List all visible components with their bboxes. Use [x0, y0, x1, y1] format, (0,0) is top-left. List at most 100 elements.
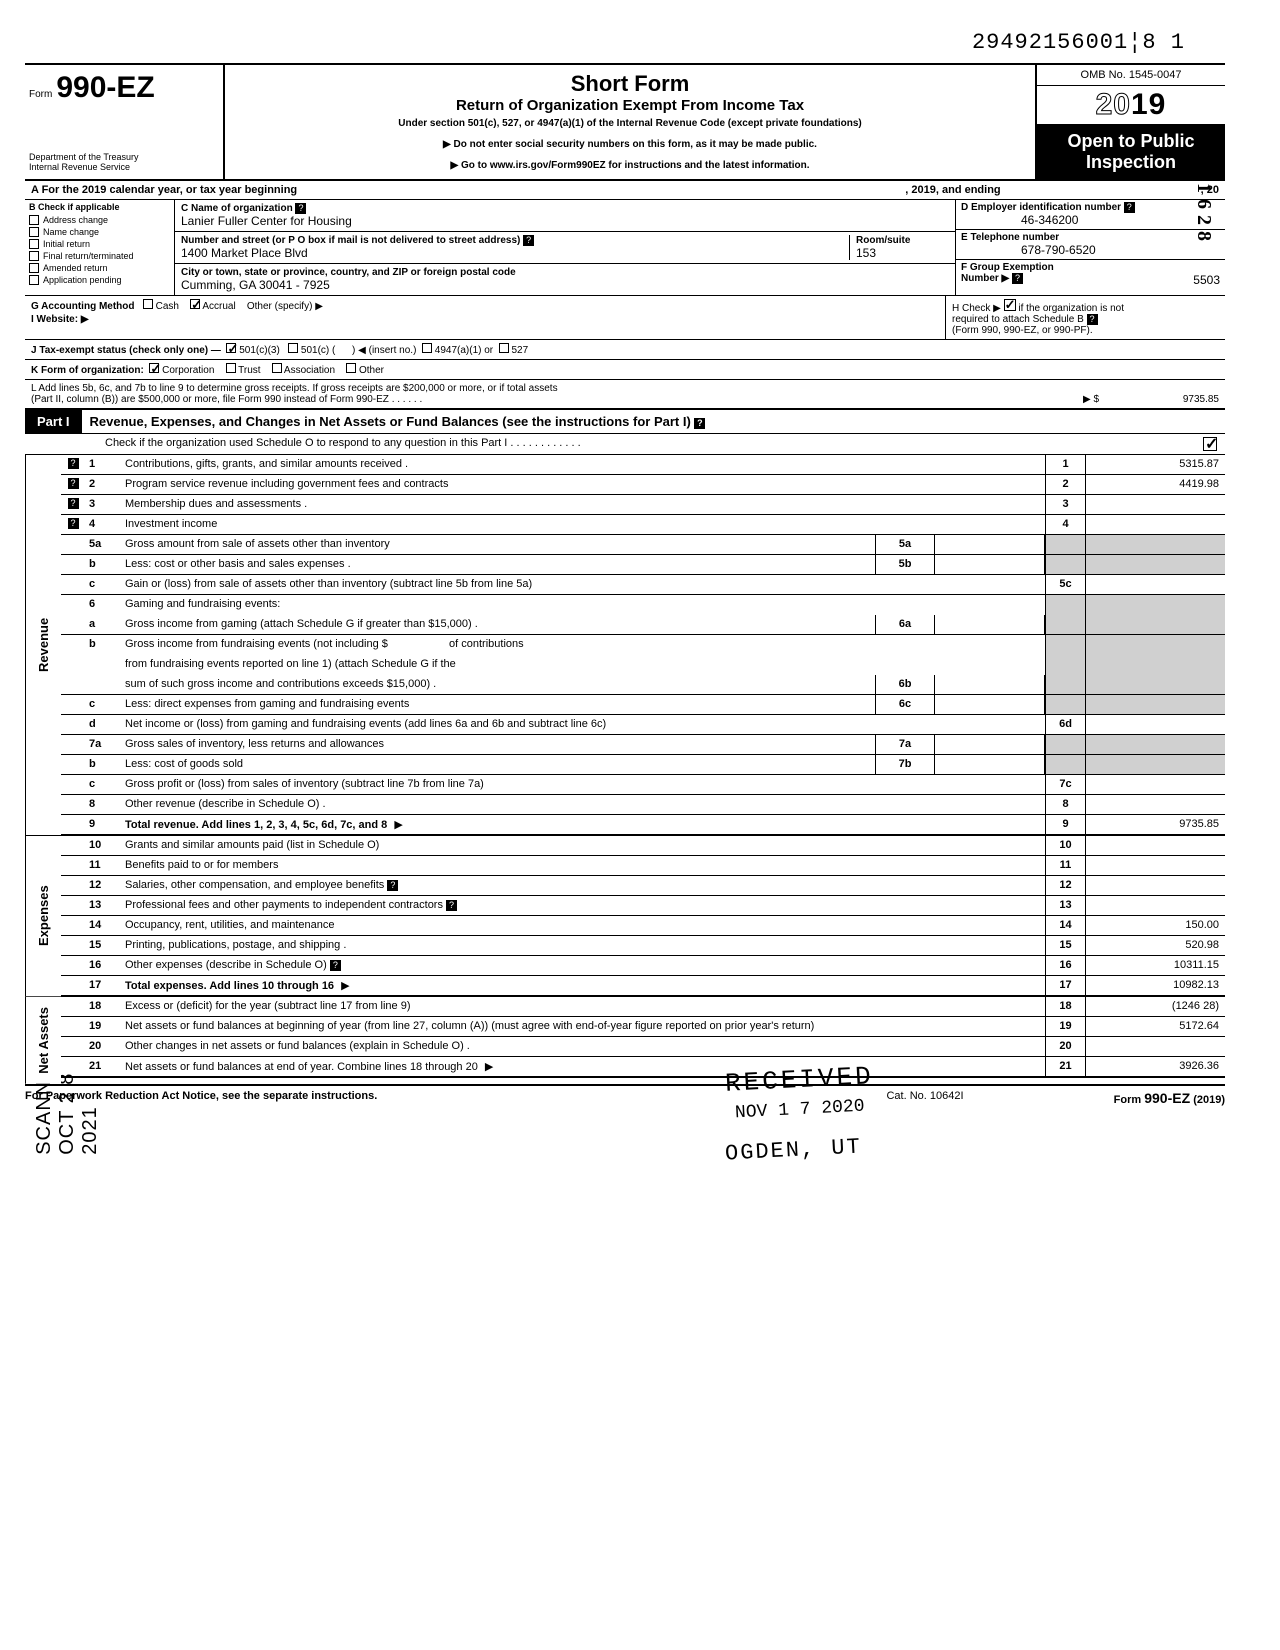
chk-initial-return[interactable]: Initial return	[25, 238, 174, 250]
f-label2: Number ▶	[961, 273, 1009, 284]
line-7a: 7aGross sales of inventory, less returns…	[61, 735, 1225, 755]
help-icon[interactable]: ?	[446, 900, 457, 911]
l-line1: L Add lines 5b, 6c, and 7b to line 9 to …	[31, 383, 1083, 394]
line-11: 11Benefits paid to or for members11	[61, 856, 1225, 876]
help-icon[interactable]: ?	[1012, 273, 1023, 284]
help-icon[interactable]: ?	[1087, 314, 1098, 325]
line-9-amount: 9735.85	[1085, 815, 1225, 834]
room-value: 153	[856, 246, 876, 260]
org-name: Lanier Fuller Center for Housing	[181, 214, 352, 228]
line-21: 21Net assets or fund balances at end of …	[61, 1057, 1225, 1078]
expenses-side-label: Expenses	[25, 836, 61, 996]
d-ein-row: D Employer identification number ? 46-34…	[956, 200, 1225, 230]
c-city-row: City or town, state or province, country…	[175, 264, 955, 295]
form-number: 990-EZ	[56, 71, 154, 105]
chk-cash[interactable]	[143, 299, 153, 309]
line-6b-2: from fundraising events reported on line…	[61, 655, 1225, 675]
e-label: E Telephone number	[961, 232, 1059, 243]
line-12: 12Salaries, other compensation, and empl…	[61, 876, 1225, 896]
f-group-row: F Group Exemption Number ▶ ? 5503	[956, 260, 1225, 286]
line-20: 20Other changes in net assets or fund ba…	[61, 1037, 1225, 1057]
part-1-tab: Part I	[25, 410, 82, 433]
help-icon[interactable]: ?	[68, 458, 79, 469]
line-11-amount	[1085, 856, 1225, 875]
omb-number: OMB No. 1545-0047	[1037, 65, 1225, 86]
line-8-amount	[1085, 795, 1225, 814]
c-street-row: Number and street (or P O box if mail is…	[175, 232, 955, 264]
chk-schedule-b[interactable]	[1004, 299, 1016, 311]
line-8: 8Other revenue (describe in Schedule O) …	[61, 795, 1225, 815]
help-icon[interactable]: ?	[68, 518, 79, 529]
line-6: 6Gaming and fundraising events:	[61, 595, 1225, 615]
line-18-amount: (1246 28)	[1085, 997, 1225, 1016]
row-a-mid: , 2019, and ending	[905, 184, 1000, 196]
help-icon[interactable]: ?	[68, 498, 79, 509]
line-2: ?2Program service revenue including gove…	[61, 475, 1225, 495]
row-k-form-org: K Form of organization: Corporation Trus…	[25, 360, 1225, 380]
chk-4947[interactable]	[422, 343, 432, 353]
line-15: 15Printing, publications, postage, and s…	[61, 936, 1225, 956]
chk-name-change[interactable]: Name change	[25, 226, 174, 238]
line-13-amount	[1085, 896, 1225, 915]
chk-application-pending[interactable]: Application pending	[25, 274, 174, 286]
footer: For Paperwork Reduction Act Notice, see …	[25, 1086, 1225, 1110]
help-icon[interactable]: ?	[68, 478, 79, 489]
chk-501c[interactable]	[288, 343, 298, 353]
header-nosocial: ▶ Do not enter social security numbers o…	[235, 139, 1025, 150]
line-17-amount: 10982.13	[1085, 976, 1225, 995]
header-subtitle: Return of Organization Exempt From Incom…	[235, 97, 1025, 114]
line-6b-3: sum of such gross income and contributio…	[61, 675, 1225, 695]
chk-amended-return[interactable]: Amended return	[25, 262, 174, 274]
line-5c-amount	[1085, 575, 1225, 594]
line-15-amount: 520.98	[1085, 936, 1225, 955]
chk-schedule-o[interactable]	[1203, 437, 1217, 451]
dept-line2: Internal Revenue Service	[29, 163, 219, 173]
e-phone-row: E Telephone number 678-790-6520	[956, 230, 1225, 260]
line-3: ?3Membership dues and assessments .3	[61, 495, 1225, 515]
chk-other-org[interactable]	[346, 363, 356, 373]
help-icon[interactable]: ?	[295, 203, 306, 214]
line-19: 19Net assets or fund balances at beginni…	[61, 1017, 1225, 1037]
help-icon[interactable]: ?	[330, 960, 341, 971]
treasury-dept: Department of the Treasury Internal Reve…	[29, 153, 219, 173]
header-row: Form 990-EZ Department of the Treasury I…	[25, 65, 1225, 181]
chk-accrual[interactable]	[190, 299, 200, 309]
line-14: 14Occupancy, rent, utilities, and mainte…	[61, 916, 1225, 936]
line-10-amount	[1085, 836, 1225, 855]
line-21-amount: 3926.36	[1085, 1057, 1225, 1076]
help-icon[interactable]: ?	[387, 880, 398, 891]
help-icon[interactable]: ?	[1124, 202, 1135, 213]
chk-trust[interactable]	[226, 363, 236, 373]
street-value: 1400 Market Place Blvd	[181, 246, 308, 260]
help-icon[interactable]: ?	[523, 235, 534, 246]
part-1-sub-text: Check if the organization used Schedule …	[105, 437, 1195, 451]
l-line2: (Part II, column (B)) are $500,000 or mo…	[31, 394, 1083, 405]
ein-value: 46-346200	[961, 213, 1078, 227]
phone-value: 678-790-6520	[961, 243, 1096, 257]
form-frame: Form 990-EZ Department of the Treasury I…	[25, 63, 1225, 1086]
net-assets-section: Net Assets 18Excess or (deficit) for the…	[25, 996, 1225, 1084]
line-6c: cLess: direct expenses from gaming and f…	[61, 695, 1225, 715]
chk-association[interactable]	[272, 363, 282, 373]
line-4-amount	[1085, 515, 1225, 534]
chk-address-change[interactable]: Address change	[25, 214, 174, 226]
chk-501c3[interactable]	[226, 343, 236, 353]
l-amount: 9735.85	[1099, 394, 1219, 405]
g-accounting: G Accounting Method Cash Accrual Other (…	[31, 299, 939, 312]
line-5c: cGain or (loss) from sale of assets othe…	[61, 575, 1225, 595]
help-icon[interactable]: ?	[694, 418, 705, 429]
line-5a: 5aGross amount from sale of assets other…	[61, 535, 1225, 555]
chk-corporation[interactable]	[149, 363, 159, 373]
header-title: Short Form	[235, 71, 1025, 97]
form-990ez-page: 29492156001¦8 1 48 1628 SCANNED OCT 2 8 …	[25, 30, 1225, 1110]
line-2-amount: 4419.98	[1085, 475, 1225, 494]
d-label: D Employer identification number	[961, 202, 1121, 213]
part-1-schedule-o-check: Check if the organization used Schedule …	[25, 434, 1225, 455]
chk-527[interactable]	[499, 343, 509, 353]
col-b-checks: B Check if applicable Address change Nam…	[25, 200, 175, 295]
ogden-stamp: OGDEN, UT	[724, 1134, 862, 1166]
expenses-section: Expenses 10Grants and similar amounts pa…	[25, 835, 1225, 996]
line-7c-amount	[1085, 775, 1225, 794]
line-9: 9Total revenue. Add lines 1, 2, 3, 4, 5c…	[61, 815, 1225, 835]
chk-final-return[interactable]: Final return/terminated	[25, 250, 174, 262]
